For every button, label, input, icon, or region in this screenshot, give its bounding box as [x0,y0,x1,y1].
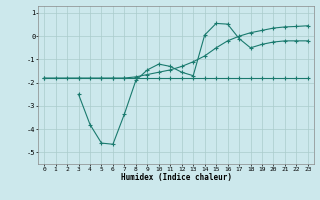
X-axis label: Humidex (Indice chaleur): Humidex (Indice chaleur) [121,173,231,182]
